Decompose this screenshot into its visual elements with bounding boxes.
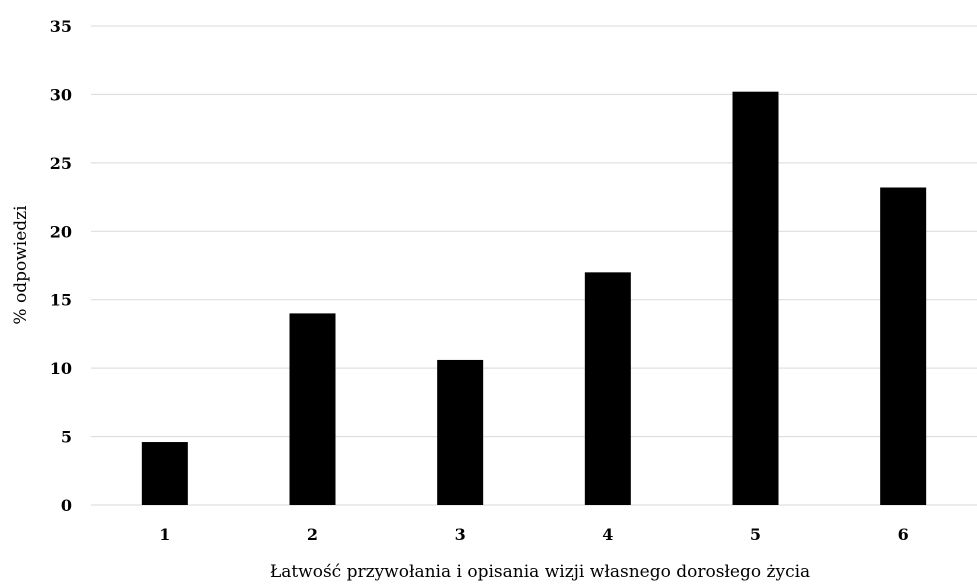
gridlines [91,25,977,506]
y-tick-label: 10 [50,359,72,378]
y-tick-label: 20 [50,222,72,241]
bar [880,187,927,505]
y-tick-label: 0 [61,496,72,515]
y-axis-ticks: 0 5 10 15 20 25 30 35 [50,17,72,515]
bar [437,359,484,505]
x-tick-label: 6 [898,525,909,544]
bar [584,272,631,505]
y-tick-label: 5 [61,428,72,447]
x-tick-label: 5 [750,525,761,544]
x-axis-title: Łatwość przywołania i opisania wizji wła… [270,562,810,582]
x-tick-label: 4 [602,525,613,544]
y-axis-title: % odpowiedzi [11,205,31,325]
bars [141,91,927,505]
bar [289,313,336,505]
y-tick-label: 35 [50,17,72,36]
x-tick-label: 2 [307,525,318,544]
bar [141,442,188,505]
x-axis-ticks: 1 2 3 4 5 6 [159,525,908,544]
bar [732,91,779,505]
x-tick-label: 3 [455,525,466,544]
y-tick-label: 25 [50,154,72,173]
x-tick-label: 1 [159,525,170,544]
y-tick-label: 30 [50,85,72,104]
y-tick-label: 15 [50,291,72,310]
